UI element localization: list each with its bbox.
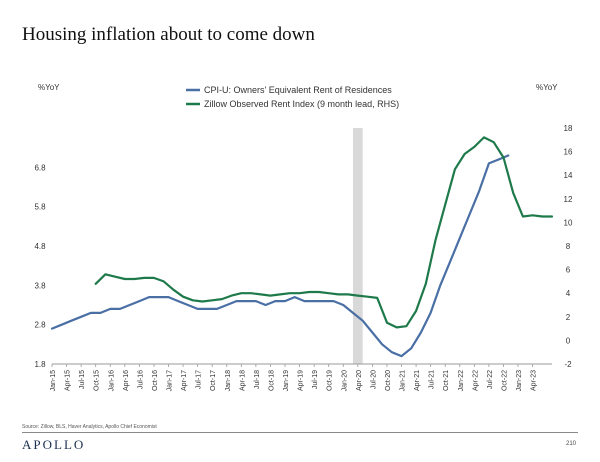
page-title: Housing inflation about to come down bbox=[22, 24, 315, 45]
x-tick-label: Jan-19 bbox=[283, 370, 290, 392]
x-tick-label: Oct-21 bbox=[443, 370, 450, 391]
x-tick-label: Oct-22 bbox=[501, 370, 508, 391]
x-tick-label: Apr-17 bbox=[181, 370, 188, 391]
x-tick-label: Apr-20 bbox=[356, 370, 363, 391]
right-axis-ticks: -2 0 2 4 6 8 10 12 14 16 18 bbox=[564, 124, 573, 369]
right-tick-label: 8 bbox=[566, 242, 571, 251]
right-tick-label: 10 bbox=[564, 218, 573, 227]
x-tick-label: Jul-20 bbox=[370, 370, 377, 389]
x-tick-label: Jan-23 bbox=[516, 370, 523, 392]
x-tick-label: Jan-20 bbox=[341, 370, 348, 392]
right-tick-label: 12 bbox=[564, 195, 573, 204]
legend: CPI-U: Owners' Equivalent Rent of Reside… bbox=[186, 85, 399, 109]
series-lines bbox=[50, 136, 554, 358]
x-tick-label: Apr-16 bbox=[123, 370, 130, 391]
x-tick-label: Oct-19 bbox=[327, 370, 334, 391]
x-tick-label: Apr-21 bbox=[414, 370, 421, 391]
left-tick-label: 1.8 bbox=[34, 360, 46, 369]
x-axis-ticks: Jan-15 Apr-15 Jul-15 Oct-15 Jan-16 Apr-16 Jul-… bbox=[50, 364, 538, 391]
right-tick-label: 14 bbox=[564, 171, 573, 180]
x-tick-label: Apr-23 bbox=[531, 370, 538, 391]
left-tick-label: 5.8 bbox=[34, 203, 46, 212]
right-tick-label: 2 bbox=[566, 313, 571, 322]
x-tick-label: Jul-15 bbox=[79, 370, 86, 389]
x-tick-label: Jul-17 bbox=[196, 370, 203, 389]
x-tick-label: Apr-18 bbox=[239, 370, 246, 391]
right-tick-label: 0 bbox=[566, 336, 571, 345]
x-tick-label: Jul-22 bbox=[487, 370, 494, 389]
legend-label-cpi: CPI-U: Owners' Equivalent Rent of Reside… bbox=[204, 85, 392, 95]
right-tick-label: 18 bbox=[564, 124, 573, 133]
x-tick-label: Apr-19 bbox=[298, 370, 305, 391]
series-line-cpi bbox=[50, 154, 510, 358]
x-tick-label: Jul-19 bbox=[312, 370, 319, 389]
x-tick-label: Oct-17 bbox=[210, 370, 217, 391]
right-tick-label: -2 bbox=[564, 360, 572, 369]
right-tick-label: 16 bbox=[564, 148, 573, 157]
x-tick-label: Apr-22 bbox=[472, 370, 479, 391]
legend-label-zillow: Zillow Observed Rent Index (9 month lead… bbox=[204, 99, 399, 109]
x-tick-label: Oct-18 bbox=[268, 370, 275, 391]
left-tick-label: 2.8 bbox=[34, 321, 46, 330]
page-number: 210 bbox=[565, 441, 576, 447]
x-tick-label: Jan-15 bbox=[50, 370, 57, 392]
source-note: Source: Zillow, BLS, Haver Analytics, Ap… bbox=[22, 424, 157, 430]
x-tick-label: Jan-21 bbox=[400, 370, 407, 392]
x-tick-label: Jul-21 bbox=[429, 370, 436, 389]
x-tick-label: Jan-22 bbox=[458, 370, 465, 392]
left-tick-label: 3.8 bbox=[34, 281, 46, 290]
x-tick-label: Oct-16 bbox=[152, 370, 159, 391]
x-tick-label: Jul-18 bbox=[254, 370, 261, 389]
apollo-logo: APOLLO bbox=[22, 437, 86, 452]
right-axis-label: %YoY bbox=[536, 83, 558, 92]
left-axis-ticks: 1.8 2.8 3.8 4.8 5.8 6.8 bbox=[34, 163, 46, 369]
footer-divider bbox=[22, 432, 578, 433]
left-tick-label: 4.8 bbox=[34, 242, 46, 251]
x-tick-label: Oct-20 bbox=[385, 370, 392, 391]
x-tick-label: Jan-18 bbox=[225, 370, 232, 392]
right-tick-label: 6 bbox=[566, 266, 571, 275]
x-tick-label: Jul-16 bbox=[137, 370, 144, 389]
x-tick-label: Apr-15 bbox=[65, 370, 72, 391]
x-tick-label: Oct-15 bbox=[94, 370, 101, 391]
left-axis-label: %YoY bbox=[38, 83, 60, 92]
left-tick-label: 6.8 bbox=[34, 163, 46, 172]
recession-shade bbox=[352, 128, 363, 364]
series-line-zillow bbox=[94, 136, 554, 329]
right-tick-label: 4 bbox=[566, 289, 571, 298]
x-tick-label: Jan-17 bbox=[167, 370, 174, 392]
recession-shading bbox=[352, 128, 363, 364]
x-tick-label: Jan-16 bbox=[108, 370, 115, 392]
